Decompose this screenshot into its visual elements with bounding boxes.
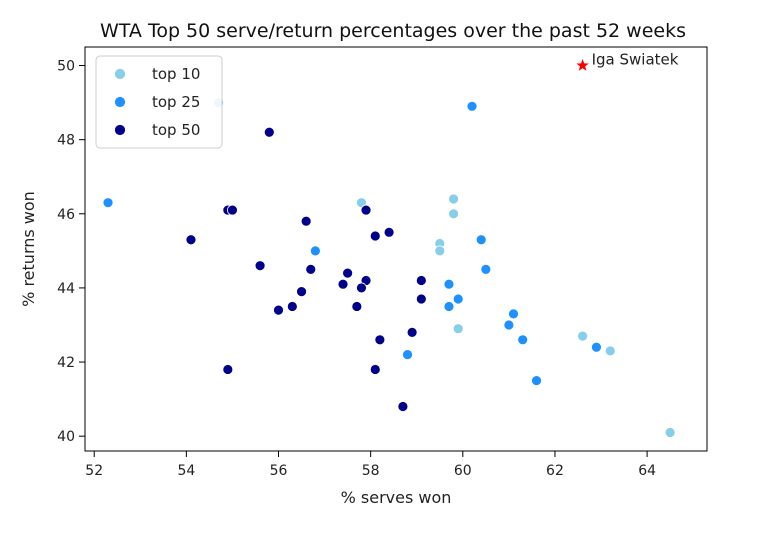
data-point-top-25: [475, 234, 487, 246]
legend-label: top 10: [152, 65, 200, 83]
data-point-top-25: [503, 319, 515, 331]
data-point-top-50: [227, 204, 238, 216]
data-point-top-50: [383, 226, 395, 238]
y-tick-label: 46: [57, 207, 75, 223]
legend-box: [95, 55, 223, 149]
data-point-top-10: [434, 245, 446, 257]
data-point-top-50: [337, 278, 349, 290]
y-tick-label: 48: [57, 133, 75, 149]
data-point-top-25: [466, 100, 478, 112]
data-point-top-50: [369, 230, 381, 242]
data-point-top-25: [508, 308, 519, 320]
x-tick-label: 54: [177, 463, 195, 479]
data-point-top-50: [351, 301, 363, 312]
data-point-top-50: [369, 364, 381, 375]
data-point-top-25: [309, 245, 321, 257]
data-point-top-50: [286, 301, 298, 312]
x-tick-label: 60: [454, 463, 472, 479]
data-point-top-50: [406, 326, 418, 338]
x-tick-label: 64: [638, 463, 656, 479]
highlight-label: Iga Swiatek: [592, 51, 679, 69]
legend-label: top 25: [152, 93, 200, 111]
legend-label: top 50: [152, 121, 200, 139]
y-axis-label: % returns won: [19, 191, 38, 307]
data-point-top-50: [273, 304, 284, 316]
data-point-top-50: [342, 267, 354, 279]
data-point-top-10: [577, 330, 588, 342]
data-point-top-50: [263, 126, 275, 138]
chart-title: WTA Top 50 serve/return percentages over…: [100, 20, 686, 42]
data-point-top-50: [374, 334, 386, 346]
legend: top 10 top 25 top 50: [95, 55, 223, 149]
y-axis: 40 42 44 46 48 50: [57, 59, 85, 445]
data-point-top-10: [664, 427, 676, 438]
data-point-top-50: [356, 282, 367, 294]
data-point-top-50: [300, 215, 312, 227]
data-point-top-50: [415, 293, 427, 305]
data-point-top-10: [604, 345, 616, 357]
data-point-top-50: [296, 286, 307, 298]
highlight-star-marker: [576, 59, 589, 71]
data-point-top-25: [443, 278, 455, 290]
data-point-top-50: [254, 260, 266, 272]
x-axis: 52 54 56 58 60 62 64: [85, 451, 656, 479]
x-tick-label: 58: [362, 463, 380, 479]
y-tick-label: 40: [57, 429, 75, 445]
data-point-top-10: [448, 193, 459, 205]
legend-marker: [114, 68, 126, 80]
y-tick-label: 42: [57, 355, 75, 371]
data-point-top-50: [360, 204, 372, 216]
data-point-top-25: [531, 375, 542, 386]
x-tick-label: 52: [85, 463, 103, 479]
highlight-group: Iga Swiatek: [576, 51, 679, 71]
x-tick-label: 62: [546, 463, 564, 479]
data-point-top-25: [517, 334, 529, 346]
data-point-top-25: [452, 293, 464, 305]
data-point-top-50: [415, 275, 427, 286]
x-axis-label: % serves won: [341, 488, 452, 507]
y-tick-label: 44: [57, 281, 75, 297]
data-point-top-25: [443, 301, 455, 312]
y-tick-label: 50: [57, 59, 75, 75]
data-point-top-25: [102, 197, 114, 209]
legend-marker: [114, 124, 126, 136]
data-point-top-10: [448, 208, 459, 220]
data-points: [102, 97, 676, 438]
data-point-top-25: [591, 341, 602, 353]
data-point-top-25: [402, 349, 413, 361]
data-point-top-10: [452, 323, 464, 335]
data-point-top-50: [305, 263, 317, 275]
data-point-top-50: [185, 234, 197, 246]
data-point-top-25: [480, 263, 492, 275]
x-tick-label: 56: [270, 463, 288, 479]
legend-marker: [114, 96, 126, 108]
data-point-top-50: [222, 364, 234, 375]
data-point-top-50: [397, 401, 409, 412]
